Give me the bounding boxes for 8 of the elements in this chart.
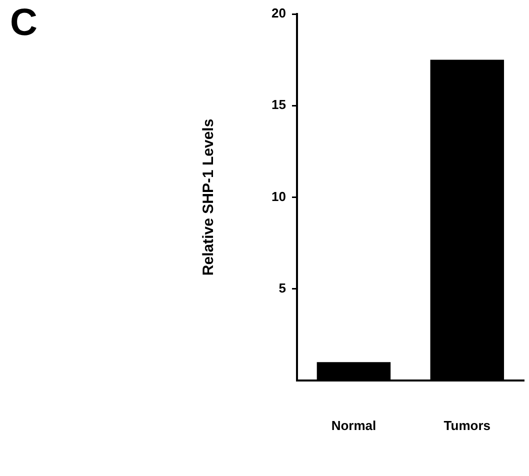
y-tick-label: 5 — [278, 280, 286, 296]
y-tick-label: 10 — [272, 188, 286, 204]
x-tick-label: Tumors — [444, 418, 491, 433]
y-axis-title: Relative SHP-1 Levels — [200, 118, 218, 276]
x-tick-label: Normal — [331, 418, 376, 433]
y-tick-label: 20 — [272, 6, 286, 21]
chart-title: C — [10, 2, 38, 45]
y-tick-label: 15 — [272, 97, 286, 112]
